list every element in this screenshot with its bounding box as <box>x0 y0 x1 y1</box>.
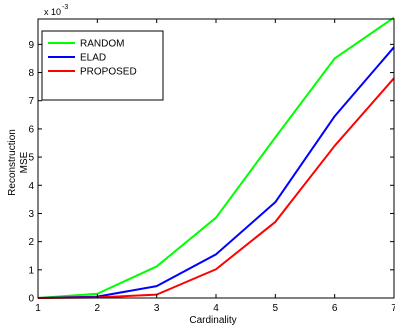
y-tick-label: 0 <box>28 294 34 305</box>
x-tick-label: 3 <box>154 303 160 314</box>
x-tick-label: 5 <box>273 303 279 314</box>
y-scale-exponent: -3 <box>62 4 68 11</box>
x-axis-label: Cardinality <box>189 315 236 326</box>
series-line-random <box>37 16 395 299</box>
legend-label-random: RANDOM <box>80 39 124 50</box>
y-tick-label: 5 <box>28 153 34 164</box>
legend: RANDOM ELAD PROPOSED <box>41 30 164 101</box>
y-axis-label: Reconstruction <box>7 129 18 196</box>
x-tick-label: 4 <box>213 303 219 314</box>
y-axis-label: MSE <box>19 151 30 173</box>
x-tick-label: 2 <box>95 303 101 314</box>
x-tick-label: 6 <box>332 303 338 314</box>
x-tick-label: 1 <box>35 303 41 314</box>
labels-layer: x 10 -3 Cardinality Reconstruction MSE <box>7 4 237 326</box>
y-tick-label: 4 <box>28 181 34 192</box>
y-tick-label: 2 <box>28 237 34 248</box>
y-tick-label: 9 <box>28 40 34 51</box>
y-tick-label: 8 <box>28 68 34 79</box>
y-tick-label: 6 <box>28 124 34 135</box>
legend-label-elad: ELAD <box>80 53 106 64</box>
y-tick-label: 3 <box>28 209 34 220</box>
y-tick-label: 1 <box>28 265 34 276</box>
y-scale-factor: x 10 <box>44 7 61 17</box>
y-tick-label: 7 <box>28 96 34 107</box>
legend-label-proposed: PROPOSED <box>80 67 137 78</box>
x-tick-label: 7 <box>391 303 395 314</box>
